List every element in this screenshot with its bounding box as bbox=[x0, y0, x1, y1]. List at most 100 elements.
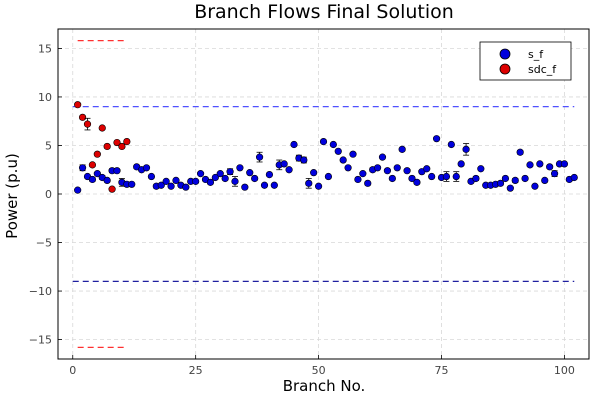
s-f-point bbox=[388, 174, 396, 183]
sdc-f-point bbox=[93, 150, 101, 158]
s-f-point bbox=[423, 165, 431, 173]
s-f-point bbox=[398, 145, 406, 153]
s-f-point bbox=[128, 180, 136, 188]
s-f-point bbox=[359, 170, 367, 178]
s-f-point bbox=[88, 175, 97, 184]
s-f-point bbox=[74, 186, 82, 194]
s-f-point bbox=[211, 173, 219, 182]
x-tick-label: 75 bbox=[435, 364, 449, 377]
s-f-point bbox=[280, 160, 288, 168]
s-f-point bbox=[196, 170, 205, 178]
sdc-f-point bbox=[118, 142, 126, 151]
sdc-f-point bbox=[74, 101, 82, 109]
s-f-point bbox=[516, 148, 524, 156]
s-f-point bbox=[290, 140, 298, 149]
sdc-f-point bbox=[83, 120, 92, 128]
sdc-f-point bbox=[113, 138, 121, 147]
s-f-point bbox=[206, 178, 215, 186]
sdc-f-point bbox=[78, 113, 87, 121]
s-f-point bbox=[378, 153, 387, 161]
s-f-point bbox=[182, 183, 190, 191]
x-tick-label: 0 bbox=[69, 364, 76, 377]
chart-title: Branch Flows Final Solution bbox=[194, 1, 454, 23]
s-f-point bbox=[270, 181, 278, 189]
s-f-point bbox=[403, 167, 411, 175]
y-tick-label: 15 bbox=[38, 42, 52, 55]
s-f-point bbox=[157, 181, 165, 189]
s-f-point bbox=[103, 176, 111, 185]
s-f-point bbox=[447, 140, 455, 149]
y-tick-label: 0 bbox=[45, 188, 52, 201]
s-f-point bbox=[142, 164, 151, 172]
s-f-point bbox=[251, 174, 259, 183]
s-f-point bbox=[241, 183, 249, 191]
s-f-point bbox=[260, 181, 269, 189]
s-f-point bbox=[364, 179, 372, 187]
s-f-point bbox=[511, 176, 519, 185]
s-f-point bbox=[310, 169, 318, 177]
s-f-point bbox=[442, 172, 451, 181]
y-tick-label: −5 bbox=[36, 237, 52, 250]
sdc-f-point bbox=[108, 185, 116, 193]
s-f-point bbox=[334, 147, 342, 155]
legend-label-sdc-f: sdc_f bbox=[528, 63, 557, 76]
s-f-point bbox=[541, 176, 549, 185]
y-tick-label: 10 bbox=[38, 91, 52, 104]
s-f-point bbox=[521, 174, 529, 183]
s-f-point bbox=[246, 169, 254, 177]
s-f-point bbox=[452, 172, 460, 181]
s-f-point bbox=[383, 167, 392, 175]
s-f-point bbox=[560, 160, 569, 168]
s-f-point bbox=[570, 173, 578, 182]
s-f-point bbox=[477, 165, 485, 173]
s-f-point bbox=[329, 140, 337, 149]
s-f-point bbox=[192, 177, 200, 185]
s-f-point bbox=[432, 135, 441, 143]
s-f-point bbox=[546, 163, 554, 171]
s-f-point bbox=[216, 170, 224, 178]
y-tick-label: 5 bbox=[45, 139, 52, 152]
s-f-point bbox=[339, 156, 347, 164]
sdc-f-point bbox=[88, 161, 97, 169]
legend-box bbox=[479, 41, 572, 81]
s-f-point bbox=[428, 172, 436, 181]
s-f-point bbox=[550, 170, 559, 178]
s-f-point bbox=[457, 160, 465, 168]
y-tick-label: −10 bbox=[29, 285, 52, 298]
s-f-point bbox=[167, 182, 175, 190]
s-f-point bbox=[373, 164, 382, 172]
data-points bbox=[74, 101, 578, 194]
sdc-f-point bbox=[98, 124, 106, 132]
s-f-point bbox=[496, 179, 505, 187]
legend-marker-s-f bbox=[499, 48, 511, 60]
s-f-point bbox=[147, 172, 156, 181]
s-f-point bbox=[344, 164, 352, 172]
s-f-point bbox=[462, 145, 470, 153]
s-f-point bbox=[472, 174, 480, 183]
axis-ticks: 0 25 50 75 100 −15 −10 −5 0 5 10 15 bbox=[29, 42, 575, 377]
legend-label-s-f: s_f bbox=[528, 48, 544, 61]
s-f-point bbox=[506, 184, 514, 192]
s-f-point bbox=[305, 179, 313, 187]
x-tick-label: 100 bbox=[554, 364, 575, 377]
s-f-point bbox=[265, 170, 274, 179]
s-f-point bbox=[393, 164, 401, 172]
s-f-point bbox=[314, 182, 323, 190]
s-f-point bbox=[236, 164, 244, 172]
y-tick-label: −15 bbox=[29, 334, 52, 347]
s-f-point bbox=[255, 153, 264, 161]
s-f-point bbox=[501, 174, 510, 183]
s-f-point bbox=[162, 177, 170, 185]
sdc-f-point bbox=[123, 137, 131, 146]
s-f-point bbox=[285, 166, 293, 174]
y-axis-title: Power (p.u) bbox=[3, 153, 21, 239]
x-tick-label: 50 bbox=[312, 364, 326, 377]
s-f-point bbox=[526, 161, 534, 169]
sdc-f-point bbox=[103, 142, 111, 151]
s-f-point bbox=[413, 178, 421, 186]
legend-marker-sdc-f bbox=[499, 63, 511, 75]
s-f-point bbox=[78, 164, 87, 172]
s-f-point bbox=[324, 172, 333, 181]
s-f-point bbox=[300, 156, 308, 164]
